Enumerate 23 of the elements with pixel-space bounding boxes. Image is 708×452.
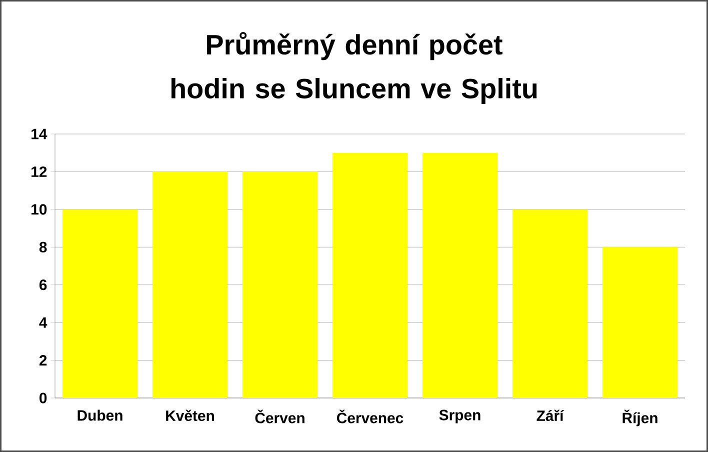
x-tick-label: Září <box>536 410 564 422</box>
y-tick-label: 14 <box>32 128 48 140</box>
x-tick-label: Říjen <box>622 410 658 426</box>
y-tick-label: 0 <box>40 392 47 404</box>
bar <box>62 209 138 398</box>
y-tick-label: 6 <box>39 280 47 290</box>
bar <box>242 172 318 398</box>
y-tick-label: 10 <box>32 204 47 215</box>
x-tick-label: Květen <box>166 410 214 422</box>
chart-title: Průměrný denní počet hodin se Sluncem ve Splitu <box>172 32 537 104</box>
bar <box>152 172 228 398</box>
x-tick-label: Srpen <box>439 410 480 424</box>
y-tick-label: 4 <box>39 317 48 328</box>
x-tick-label: Červenec <box>336 410 404 424</box>
bar <box>332 152 408 398</box>
y-tick-label: 8 <box>39 242 47 252</box>
bar <box>422 152 498 398</box>
x-tick-label: Červen <box>255 410 304 424</box>
x-tick-label: Duben <box>78 410 122 421</box>
bar <box>512 209 588 398</box>
y-tick-label: 12 <box>32 166 47 177</box>
y-tick-label: 2 <box>39 355 47 366</box>
bar <box>602 247 678 398</box>
